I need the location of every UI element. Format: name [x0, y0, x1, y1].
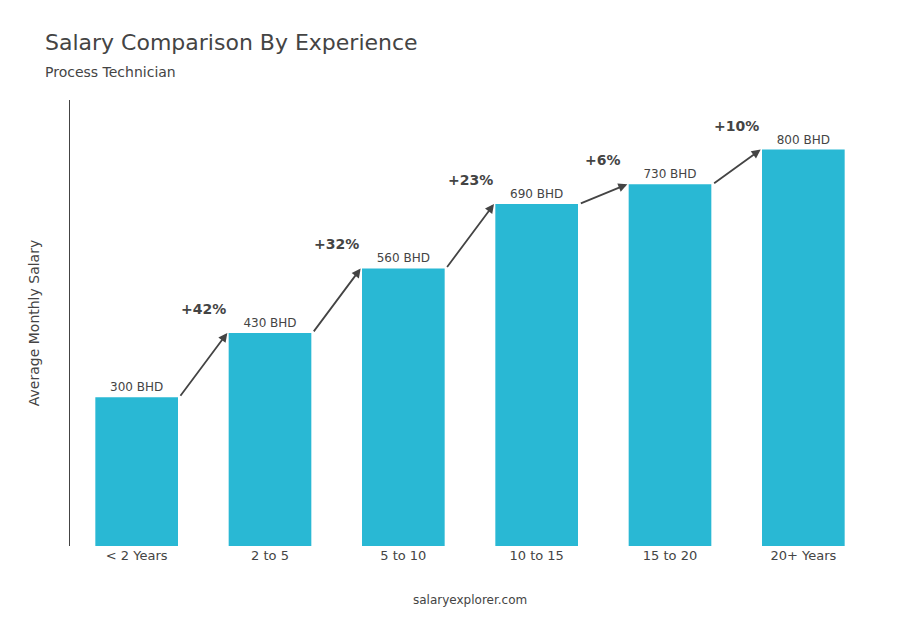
svg-text:+10%: +10%	[714, 118, 759, 134]
svg-text:Average Monthly Salary: Average Monthly Salary	[26, 240, 42, 406]
svg-text:5 to 10: 5 to 10	[380, 548, 426, 563]
svg-text:10 to 15: 10 to 15	[509, 548, 563, 563]
svg-text:730 BHD: 730 BHD	[643, 167, 696, 181]
svg-text:Process Technician: Process Technician	[45, 64, 176, 80]
svg-text:15 to 20: 15 to 20	[643, 548, 697, 563]
svg-text:2 to 5: 2 to 5	[251, 548, 289, 563]
svg-text:300 BHD: 300 BHD	[110, 380, 163, 394]
svg-text:+6%: +6%	[585, 152, 621, 168]
svg-text:+23%: +23%	[448, 172, 493, 188]
svg-text:430 BHD: 430 BHD	[243, 316, 296, 330]
svg-text:< 2 Years: < 2 Years	[106, 548, 168, 563]
svg-text:560 BHD: 560 BHD	[377, 251, 430, 265]
svg-text:690 BHD: 690 BHD	[510, 187, 563, 201]
svg-text:+42%: +42%	[181, 301, 226, 317]
svg-text:salaryexplorer.com: salaryexplorer.com	[413, 593, 527, 607]
svg-text:Salary Comparison By Experienc: Salary Comparison By Experience	[45, 30, 418, 55]
svg-text:+32%: +32%	[314, 236, 359, 252]
svg-text:800 BHD: 800 BHD	[777, 133, 830, 147]
svg-text:20+ Years: 20+ Years	[770, 548, 836, 563]
